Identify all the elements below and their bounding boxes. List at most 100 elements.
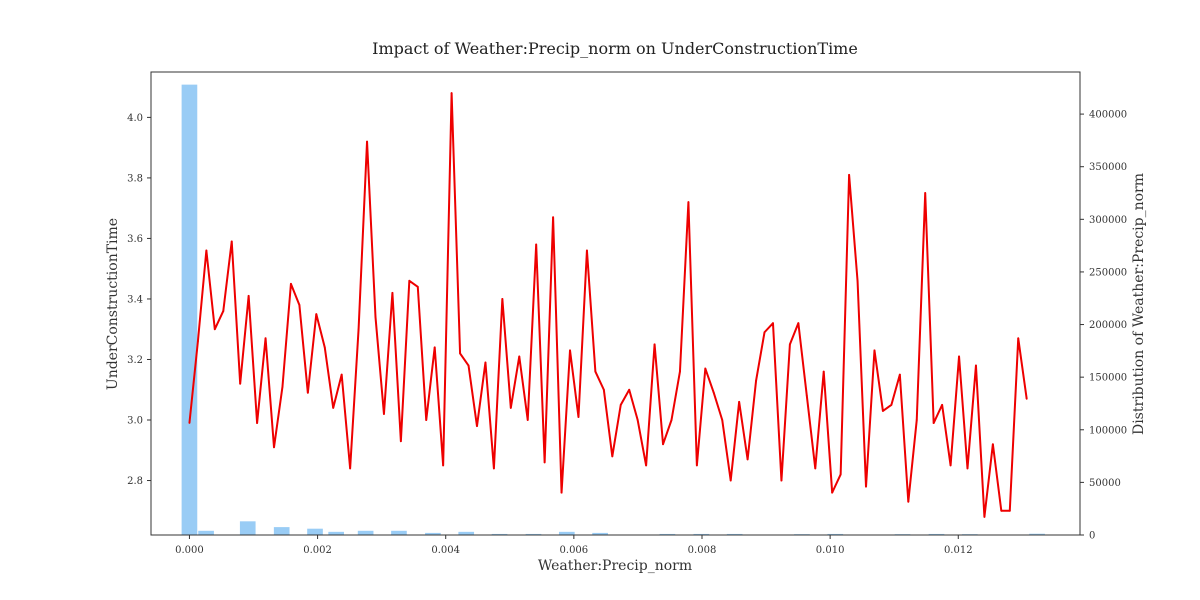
x-tick-label: 0.004 bbox=[431, 545, 460, 556]
line-point bbox=[882, 410, 884, 412]
line-point bbox=[687, 201, 690, 204]
line-point bbox=[873, 349, 876, 352]
line-point bbox=[797, 322, 800, 325]
series-line bbox=[188, 92, 1028, 518]
y-tick-label: 3.2 bbox=[127, 355, 143, 366]
line-point bbox=[991, 443, 994, 446]
line-point bbox=[611, 455, 614, 458]
line-point bbox=[890, 403, 893, 406]
y2-tick-label: 350000 bbox=[1089, 162, 1127, 173]
line-point bbox=[831, 491, 834, 494]
histogram-bar bbox=[928, 533, 945, 535]
histogram-bar bbox=[198, 530, 214, 535]
line-point bbox=[848, 173, 850, 176]
y2-tick-label: 150000 bbox=[1089, 373, 1127, 384]
y-tick-label: 3.0 bbox=[127, 416, 143, 427]
line-point bbox=[535, 243, 538, 246]
histogram-bar bbox=[592, 532, 608, 535]
line-point bbox=[941, 403, 944, 406]
line-point bbox=[281, 385, 284, 388]
y2-tick-label: 0 bbox=[1089, 531, 1095, 542]
line-point bbox=[349, 467, 352, 470]
line-point bbox=[425, 419, 428, 421]
line-point bbox=[898, 373, 901, 376]
y2-tick-label: 200000 bbox=[1089, 320, 1127, 331]
line-point bbox=[188, 422, 191, 424]
y-axis-ticks: 2.8 3.0 3.2 3.4 3.6 3.8 4.0 bbox=[127, 113, 151, 487]
line-point bbox=[306, 391, 309, 394]
line-point bbox=[594, 370, 597, 373]
line-point bbox=[746, 458, 749, 461]
histogram-bar bbox=[726, 533, 743, 535]
line-point bbox=[738, 400, 741, 403]
y2-tick-label: 50000 bbox=[1089, 478, 1121, 489]
line-point bbox=[213, 328, 216, 331]
y2-tick-label: 400000 bbox=[1089, 110, 1127, 121]
y-tick-label: 3.8 bbox=[127, 173, 143, 184]
line-point bbox=[476, 425, 478, 427]
line-point bbox=[814, 467, 817, 470]
x-tick-label: 0.010 bbox=[816, 545, 845, 556]
plot-frame bbox=[150, 71, 1081, 536]
line-point bbox=[679, 370, 681, 373]
line-point bbox=[383, 413, 385, 415]
line-point bbox=[772, 322, 774, 325]
x-tick-label: 0.012 bbox=[944, 545, 973, 556]
line-point bbox=[332, 407, 335, 409]
histogram-bar bbox=[328, 531, 344, 535]
line-point bbox=[755, 379, 757, 382]
y2-tick-label: 100000 bbox=[1089, 425, 1127, 436]
line-point bbox=[958, 355, 960, 358]
line-point bbox=[315, 313, 318, 315]
histogram-bar bbox=[525, 533, 542, 535]
line-series bbox=[188, 92, 1028, 518]
line-point bbox=[932, 422, 935, 424]
histogram-bar bbox=[181, 84, 198, 535]
line-point bbox=[357, 328, 360, 331]
x-tick-label: 0.006 bbox=[560, 545, 589, 556]
histogram-bar bbox=[458, 531, 475, 535]
line-point bbox=[670, 419, 673, 421]
line-point bbox=[323, 346, 326, 349]
x-axis-ticks: 0.000 0.002 0.004 0.006 0.008 0.010 0.012 bbox=[175, 535, 973, 556]
y2-axis-ticks: 0 50000 100000 150000 200000 250000 300000 3500… bbox=[1080, 110, 1127, 542]
line-point bbox=[366, 140, 368, 143]
line-point bbox=[865, 485, 867, 488]
y2-axis-label: Distribution of Weather:Precip_norm bbox=[1131, 173, 1147, 435]
x-tick-label: 0.002 bbox=[303, 545, 332, 556]
line-point bbox=[780, 479, 783, 482]
line-point bbox=[822, 370, 825, 373]
line-point bbox=[628, 388, 631, 391]
line-point bbox=[230, 240, 233, 243]
line-point bbox=[662, 443, 664, 446]
line-point bbox=[197, 340, 199, 343]
y2-tick-label: 300000 bbox=[1089, 215, 1127, 226]
line-point bbox=[763, 331, 766, 334]
line-point bbox=[721, 419, 724, 421]
chart-title: Impact of Weather:Precip_norm on UnderCo… bbox=[372, 39, 858, 58]
line-point bbox=[509, 407, 512, 409]
x-tick-label: 0.000 bbox=[175, 545, 204, 556]
line-point bbox=[619, 403, 622, 406]
line-point bbox=[695, 464, 698, 467]
line-point bbox=[442, 464, 445, 467]
line-point bbox=[484, 361, 487, 364]
line-point bbox=[577, 416, 580, 418]
line-point bbox=[264, 337, 267, 340]
y-tick-label: 3.4 bbox=[127, 294, 143, 305]
line-point bbox=[839, 473, 842, 476]
line-point bbox=[222, 310, 225, 312]
histogram-bar bbox=[659, 533, 676, 535]
line-point bbox=[1000, 509, 1003, 512]
line-point bbox=[399, 440, 402, 443]
line-point bbox=[805, 394, 808, 397]
histogram-bar bbox=[827, 533, 844, 535]
line-point bbox=[298, 304, 301, 306]
line-point bbox=[340, 373, 343, 376]
line-point bbox=[975, 364, 977, 367]
line-point bbox=[450, 92, 453, 95]
histogram-bar bbox=[273, 527, 290, 535]
line-point bbox=[290, 282, 292, 285]
y2-tick-label: 250000 bbox=[1089, 267, 1127, 278]
line-point bbox=[256, 422, 258, 424]
